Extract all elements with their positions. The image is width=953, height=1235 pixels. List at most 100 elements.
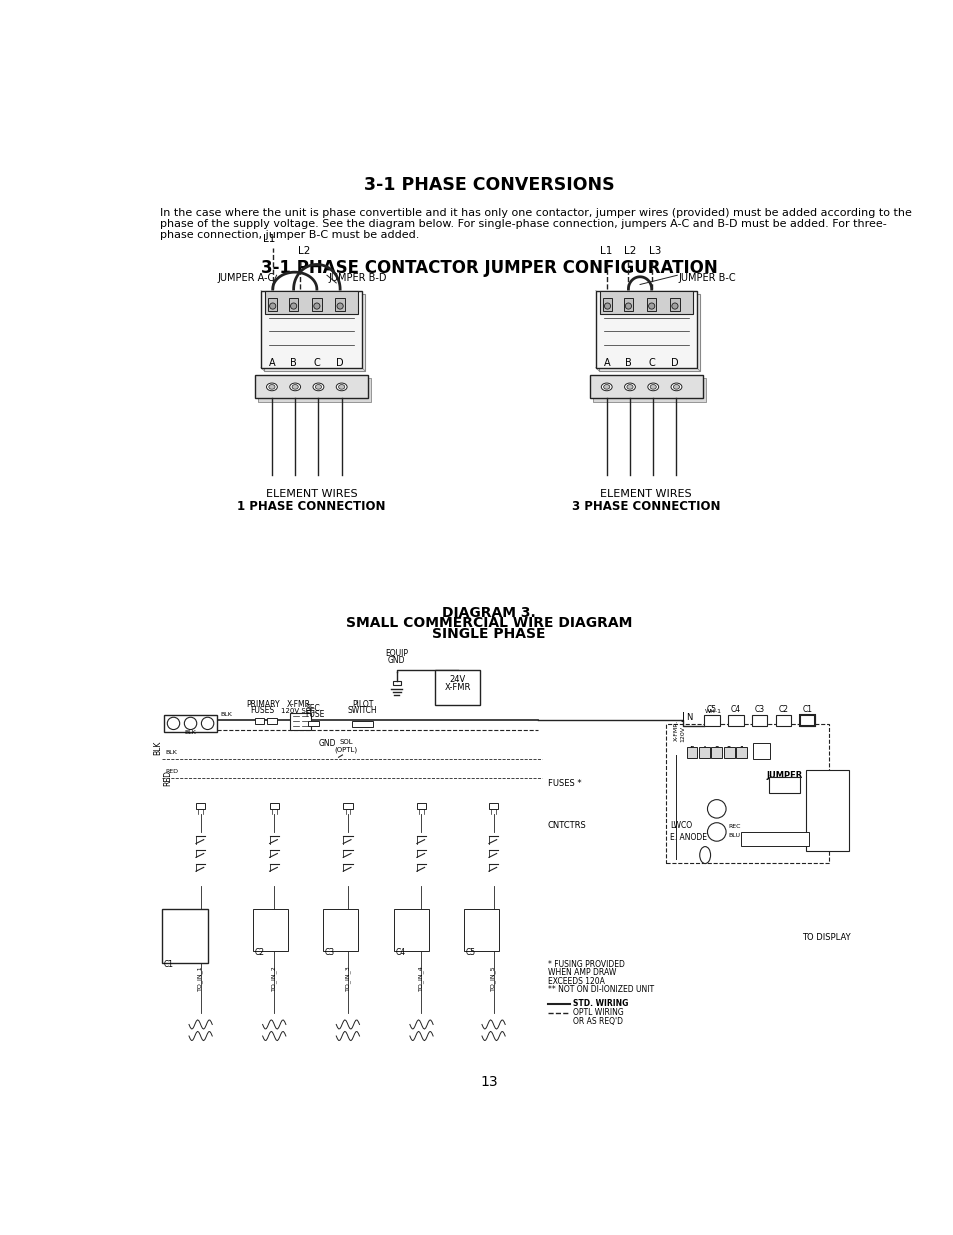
Bar bbox=[323, 909, 357, 951]
Text: RED: RED bbox=[163, 771, 172, 787]
Text: IN 3: IN 3 bbox=[768, 835, 781, 840]
Text: ELEMENT WIRES: ELEMENT WIRES bbox=[599, 489, 691, 499]
Text: N: N bbox=[685, 714, 691, 722]
Text: STD. WIRING: STD. WIRING bbox=[572, 999, 627, 1008]
Bar bbox=[435, 671, 480, 705]
Text: BLK: BLK bbox=[166, 750, 177, 755]
Bar bbox=[267, 718, 276, 724]
Text: 4: 4 bbox=[701, 746, 706, 755]
Bar bbox=[308, 721, 319, 726]
Text: (OPTL): (OPTL) bbox=[335, 746, 357, 752]
Circle shape bbox=[184, 718, 196, 730]
Bar bbox=[703, 715, 720, 726]
Text: B: B bbox=[290, 358, 296, 368]
Text: FUSES *: FUSES * bbox=[547, 779, 580, 788]
Circle shape bbox=[314, 303, 319, 309]
Ellipse shape bbox=[624, 383, 635, 390]
Text: L1: L1 bbox=[263, 235, 275, 245]
Bar bbox=[751, 715, 766, 726]
Text: IN 4: IN 4 bbox=[782, 835, 795, 840]
Bar bbox=[799, 715, 815, 726]
Text: C: C bbox=[648, 358, 655, 368]
Bar bbox=[728, 715, 743, 726]
Text: BLK: BLK bbox=[220, 711, 232, 716]
Text: L3: L3 bbox=[648, 246, 660, 256]
Text: X-FMR: X-FMR bbox=[444, 683, 471, 692]
Bar bbox=[164, 715, 216, 732]
Text: BLK: BLK bbox=[185, 730, 196, 735]
Ellipse shape bbox=[335, 383, 347, 390]
Text: L2: L2 bbox=[623, 246, 636, 256]
Text: PILOT: PILOT bbox=[352, 700, 373, 709]
Ellipse shape bbox=[600, 383, 612, 390]
Text: In the case where the unit is phase convertible and it has only one contactor, j: In the case where the unit is phase conv… bbox=[159, 209, 910, 219]
Bar bbox=[254, 718, 264, 724]
Text: X-FMR: X-FMR bbox=[287, 700, 311, 709]
Bar bbox=[394, 909, 429, 951]
Bar bbox=[775, 715, 790, 726]
Bar bbox=[596, 290, 696, 368]
Text: C5: C5 bbox=[465, 948, 476, 957]
Ellipse shape bbox=[266, 383, 277, 390]
Circle shape bbox=[336, 303, 343, 309]
Circle shape bbox=[167, 718, 179, 730]
Text: C3: C3 bbox=[754, 705, 763, 714]
Bar bbox=[623, 299, 633, 311]
Text: 120V: 120V bbox=[679, 726, 684, 742]
Ellipse shape bbox=[626, 384, 633, 389]
Bar bbox=[335, 299, 344, 311]
Ellipse shape bbox=[603, 384, 609, 389]
Text: JUMPER A-C: JUMPER A-C bbox=[217, 273, 274, 283]
Text: TO_IN_2: TO_IN_2 bbox=[271, 966, 276, 992]
Text: SMALL COMMERCIAL WIRE DIAGRAM: SMALL COMMERCIAL WIRE DIAGRAM bbox=[345, 616, 632, 630]
Text: GND: GND bbox=[388, 656, 405, 666]
Text: FUSES: FUSES bbox=[251, 706, 274, 715]
Text: REC: REC bbox=[728, 824, 740, 829]
Text: ELEMENT WIRES: ELEMENT WIRES bbox=[265, 489, 356, 499]
Text: IN 1: IN 1 bbox=[740, 835, 753, 840]
Text: L2: L2 bbox=[298, 246, 311, 256]
Text: WH-1: WH-1 bbox=[703, 709, 720, 714]
Text: IN 5: IN 5 bbox=[797, 835, 809, 840]
Bar bbox=[799, 715, 815, 726]
Text: 3 PHASE CONNECTION: 3 PHASE CONNECTION bbox=[572, 500, 720, 513]
Ellipse shape bbox=[290, 383, 300, 390]
Text: 3-1 PHASE CONTACTOR JUMPER CONFIGURATION: 3-1 PHASE CONTACTOR JUMPER CONFIGURATION bbox=[260, 258, 717, 277]
Text: FUSE: FUSE bbox=[305, 710, 324, 719]
Circle shape bbox=[624, 303, 631, 309]
Text: EQUIP: EQUIP bbox=[385, 650, 408, 658]
Text: C5: C5 bbox=[706, 705, 717, 714]
Bar bbox=[699, 747, 709, 758]
Bar bbox=[589, 375, 702, 399]
Ellipse shape bbox=[699, 846, 710, 863]
Text: LWCO: LWCO bbox=[670, 821, 692, 830]
Ellipse shape bbox=[670, 383, 681, 390]
Bar bbox=[268, 299, 277, 311]
Text: ** NOT ON DI-IONIZED UNIT: ** NOT ON DI-IONIZED UNIT bbox=[547, 986, 653, 994]
Bar bbox=[666, 724, 828, 863]
Text: 13: 13 bbox=[479, 1076, 497, 1089]
Bar bbox=[464, 909, 498, 951]
Text: J: J bbox=[680, 713, 683, 722]
Text: PRIMARY: PRIMARY bbox=[246, 700, 279, 709]
Bar bbox=[805, 771, 847, 851]
Bar bbox=[257, 378, 371, 401]
Text: C1: C1 bbox=[801, 705, 812, 714]
Bar bbox=[265, 290, 357, 314]
Text: CNTCTRS: CNTCTRS bbox=[547, 821, 586, 830]
Text: JUMPER B-C: JUMPER B-C bbox=[679, 273, 736, 283]
Bar bbox=[352, 721, 373, 727]
Text: TO_IN_5: TO_IN_5 bbox=[490, 966, 496, 992]
Bar bbox=[253, 909, 288, 951]
Circle shape bbox=[648, 303, 654, 309]
Text: JUMPER B-D: JUMPER B-D bbox=[328, 273, 387, 283]
Text: 24V: 24V bbox=[449, 674, 466, 684]
Bar bbox=[599, 290, 692, 314]
Bar bbox=[602, 299, 612, 311]
Text: D: D bbox=[670, 358, 678, 368]
Text: TO_IN_3: TO_IN_3 bbox=[345, 966, 351, 992]
Bar bbox=[670, 299, 679, 311]
Bar bbox=[416, 804, 426, 809]
Text: C: C bbox=[314, 358, 320, 368]
Text: SWITCH: SWITCH bbox=[348, 706, 377, 715]
